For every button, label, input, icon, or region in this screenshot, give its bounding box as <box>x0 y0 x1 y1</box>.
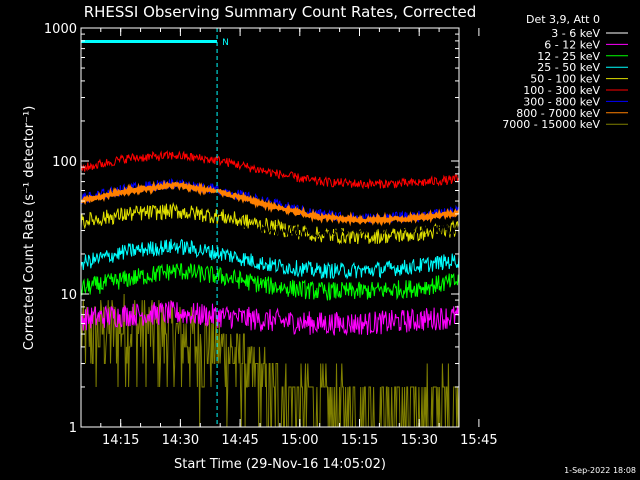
legend-entry-label: 100 - 300 keV <box>523 84 600 97</box>
series-group <box>81 149 459 427</box>
series-line-12-25-kev <box>81 263 459 301</box>
legend-entry-label: 50 - 100 keV <box>530 73 600 86</box>
annotation-night-flag: N <box>222 38 229 48</box>
y-tick-label: 1 <box>69 421 77 436</box>
series-line-3-6-kev <box>81 221 459 239</box>
legend-entry-label: 12 - 25 keV <box>537 50 600 63</box>
x-tick-label: 15:30 <box>400 433 437 448</box>
timestamp-label: 1-Sep-2022 18:08 <box>564 466 636 475</box>
y-axis-label: Corrected Count Rate (s⁻¹ detector⁻¹) <box>22 106 37 351</box>
legend-entry-label: 7000 - 15000 keV <box>502 118 600 131</box>
legend-title: Det 3,9, Att 0 <box>526 13 600 26</box>
legend-entry-label: 300 - 800 keV <box>523 95 600 108</box>
series-line-800-7000-kev <box>81 179 459 227</box>
y-tick-label: 10 <box>60 288 77 303</box>
y-tick-label: 100 <box>52 155 77 170</box>
series-line-50-100-kev <box>81 202 459 245</box>
x-tick-label: 15:45 <box>460 433 497 448</box>
legend-entry-label: 800 - 7000 keV <box>516 107 600 120</box>
night-bar-1 <box>81 40 218 43</box>
plot-frame <box>80 27 460 428</box>
plot-area: NF <box>81 28 459 427</box>
series-line-25-50-kev <box>81 238 459 280</box>
x-tick-label: 15:00 <box>281 433 318 448</box>
x-tick-label: 14:30 <box>162 433 199 448</box>
legend-entry-label: 3 - 6 keV <box>551 27 600 40</box>
legend-entry-label: 25 - 50 keV <box>537 61 600 74</box>
axes: 14:15 14:30 14:45 15:00 15:15 15:30 15:45 1 10 10… <box>44 22 498 448</box>
x-tick-label: 15:15 <box>341 433 378 448</box>
x-tick-label: 14:15 <box>102 433 139 448</box>
series-line-100-300-kev <box>81 149 459 190</box>
legend-entry-label: 6 - 12 keV <box>544 38 600 51</box>
y-tick-label: 1000 <box>44 22 77 37</box>
chart-title: RHESSI Observing Summary Count Rates, Co… <box>84 3 477 21</box>
x-tick-label: 14:45 <box>221 433 258 448</box>
series-line-7000-15000-kev <box>81 293 459 427</box>
x-axis-label: Start Time (29-Nov-16 14:05:02) <box>174 457 386 472</box>
series-line-6-12-kev <box>81 300 459 337</box>
